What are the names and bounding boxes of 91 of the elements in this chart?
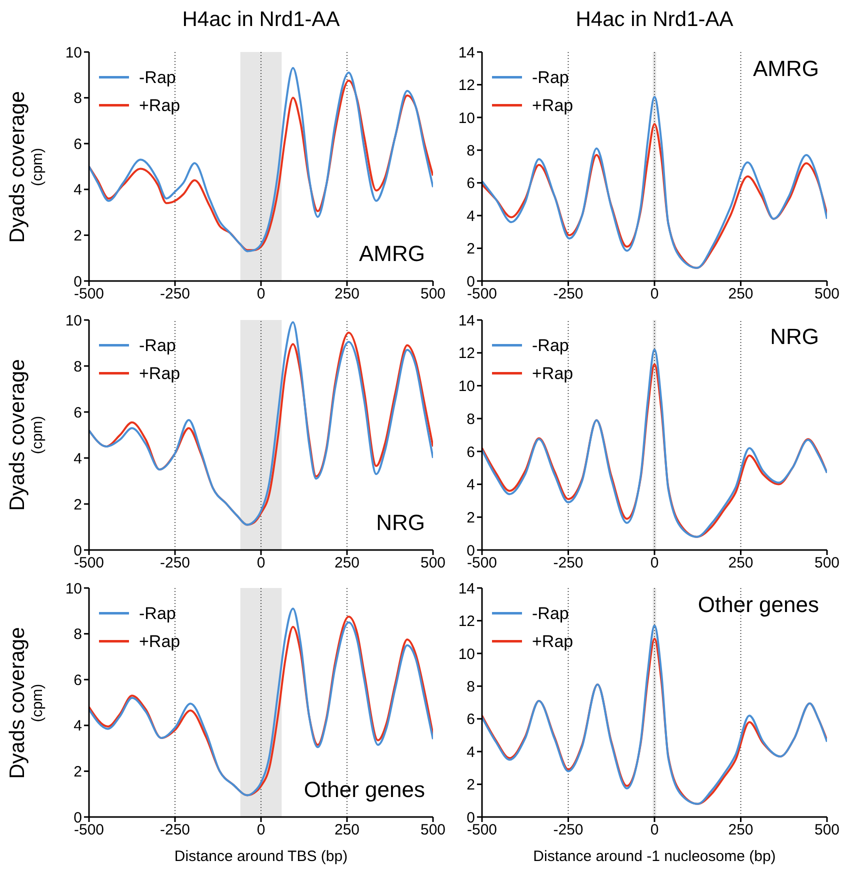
x-tick-label: 250 xyxy=(334,822,360,839)
x-tick-label: 500 xyxy=(420,822,446,839)
x-tick-label: 0 xyxy=(256,554,266,572)
y-tick-label: 12 xyxy=(458,613,475,630)
chart-title: H4ac in Nrd1-AA xyxy=(181,8,341,32)
legend-label: +Rap xyxy=(532,363,574,385)
legend-label: +Rap xyxy=(139,95,180,117)
x-tick-label: -500 xyxy=(466,822,498,839)
y-tick-label: 10 xyxy=(458,646,475,663)
legend-label: +Rap xyxy=(139,631,180,653)
legend-label: -Rap xyxy=(139,603,176,625)
annotation: NRG xyxy=(376,510,425,536)
x-tick-label: 500 xyxy=(814,822,840,839)
x-tick-label: -250 xyxy=(160,286,190,303)
x-tick-label: 500 xyxy=(420,554,446,572)
x-tick-label: 0 xyxy=(650,554,659,572)
x-tick-label: 0 xyxy=(256,822,266,839)
y-tick-label: 4 xyxy=(74,182,82,199)
y-axis-title: Dyads coverage (cpm) xyxy=(6,90,47,242)
chart-title: H4ac in Nrd1-AA xyxy=(574,8,734,32)
legend-label: -Rap xyxy=(139,67,176,89)
y-tick-label: 6 xyxy=(466,711,475,728)
annotation: Other genes xyxy=(698,592,819,618)
x-tick-label: 250 xyxy=(728,554,754,572)
legend-label: -Rap xyxy=(532,335,569,357)
legend-label: -Rap xyxy=(532,603,569,625)
legend-label: +Rap xyxy=(139,363,180,385)
y-axis-title: Dyads coverage (cpm) xyxy=(6,359,47,511)
y-tick-label: 6 xyxy=(74,136,82,153)
x-tick-label: -500 xyxy=(466,554,498,572)
y-tick-label: 10 xyxy=(458,378,475,396)
x-tick-label: -500 xyxy=(74,822,104,839)
x-tick-label: 500 xyxy=(814,554,840,572)
x-tick-label: 0 xyxy=(650,286,659,303)
y-axis-title: Dyads coverage (cpm) xyxy=(6,626,47,778)
x-tick-label: -500 xyxy=(74,554,104,572)
y-tick-label: 2 xyxy=(466,240,475,258)
x-tick-label: -250 xyxy=(160,554,190,572)
x-axis-title: Distance around -1 nucleosome (bp) xyxy=(533,848,776,865)
y-tick-label: 10 xyxy=(65,44,82,62)
x-tick-label: 250 xyxy=(334,554,360,572)
y-tick-label: 2 xyxy=(74,496,82,514)
y-tick-label: 8 xyxy=(74,358,82,376)
y-tick-label: 10 xyxy=(65,580,82,598)
x-tick-label: 0 xyxy=(256,286,266,303)
y-tick-label: 8 xyxy=(74,626,82,644)
y-tick-label: 6 xyxy=(74,672,82,689)
y-tick-label: 12 xyxy=(458,77,475,94)
annotation: AMRG xyxy=(359,241,425,267)
x-tick-label: -500 xyxy=(466,286,498,303)
y-tick-label: 2 xyxy=(74,228,82,245)
x-tick-label: -250 xyxy=(553,554,584,572)
y-tick-label: 4 xyxy=(74,718,82,735)
legend-label: -Rap xyxy=(139,335,176,357)
annotation: NRG xyxy=(770,324,819,350)
y-tick-label: 10 xyxy=(65,312,82,330)
y-tick-label: 4 xyxy=(466,208,475,225)
y-tick-label: 2 xyxy=(74,764,82,781)
y-tick-label: 14 xyxy=(458,312,475,330)
annotation: Other genes xyxy=(304,777,425,803)
x-tick-label: -250 xyxy=(553,286,584,303)
x-tick-label: 500 xyxy=(420,286,446,303)
y-tick-label: 12 xyxy=(458,345,475,362)
x-tick-label: -250 xyxy=(553,822,584,839)
y-tick-label: 14 xyxy=(458,580,475,598)
y-tick-label: 8 xyxy=(466,142,475,160)
x-tick-label: -250 xyxy=(160,822,190,839)
x-tick-label: 250 xyxy=(334,286,360,303)
y-tick-label: 8 xyxy=(466,410,475,428)
x-tick-label: -500 xyxy=(74,286,104,303)
annotation: AMRG xyxy=(753,56,819,82)
legend-label: -Rap xyxy=(532,67,569,89)
y-tick-label: 4 xyxy=(466,744,475,761)
x-tick-label: 500 xyxy=(814,286,840,303)
y-tick-label: 2 xyxy=(466,509,475,526)
legend-label: +Rap xyxy=(532,95,574,117)
y-tick-label: 6 xyxy=(466,175,475,192)
y-tick-label: 8 xyxy=(466,678,475,696)
y-tick-label: 2 xyxy=(466,776,475,794)
x-axis-title: Distance around TBS (bp) xyxy=(174,848,348,865)
y-tick-label: 4 xyxy=(466,476,475,494)
y-tick-label: 6 xyxy=(466,444,475,461)
x-tick-label: 0 xyxy=(650,822,659,839)
x-tick-label: 250 xyxy=(728,286,754,303)
y-tick-label: 14 xyxy=(458,44,475,62)
legend-label: +Rap xyxy=(532,631,574,653)
y-tick-label: 6 xyxy=(74,404,82,422)
y-tick-label: 4 xyxy=(74,450,82,468)
x-tick-label: 250 xyxy=(728,822,754,839)
y-tick-label: 8 xyxy=(74,90,82,108)
y-tick-label: 10 xyxy=(458,110,475,127)
